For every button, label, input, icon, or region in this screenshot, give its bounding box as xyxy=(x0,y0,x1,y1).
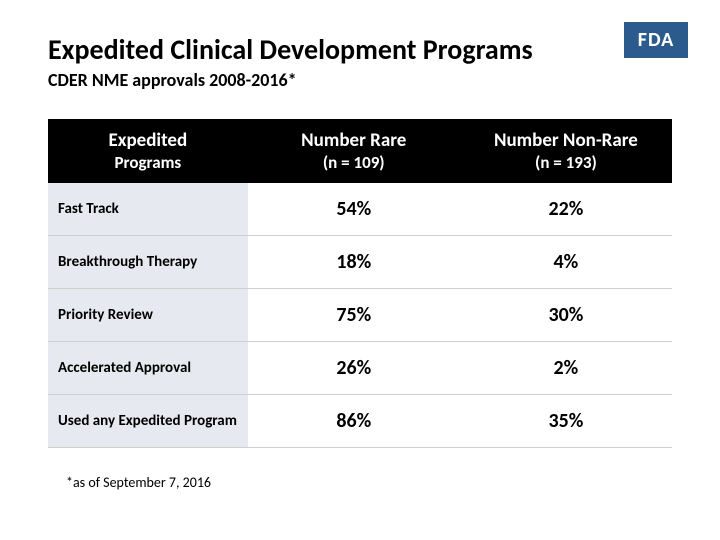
programs-table: Expedited Programs Number Rare (n = 109)… xyxy=(48,119,672,448)
col-header-rare: Number Rare (n = 109) xyxy=(248,119,460,183)
table-row: Fast Track 54% 22% xyxy=(48,183,672,236)
page-subtitle: CDER NME approvals 2008-2016* xyxy=(48,69,672,91)
table-row: Accelerated Approval 26% 2% xyxy=(48,342,672,395)
table-row: Breakthrough Therapy 18% 4% xyxy=(48,236,672,289)
row-nonrare: 22% xyxy=(460,183,672,236)
row-label: Accelerated Approval xyxy=(48,342,248,395)
row-rare: 54% xyxy=(248,183,460,236)
row-label: Breakthrough Therapy xyxy=(48,236,248,289)
row-rare: 26% xyxy=(248,342,460,395)
col-header-programs: Expedited Programs xyxy=(48,119,248,183)
row-label: Priority Review xyxy=(48,289,248,342)
row-rare: 86% xyxy=(248,395,460,448)
row-rare: 18% xyxy=(248,236,460,289)
footnote: *as of September 7, 2016 xyxy=(48,474,672,491)
row-rare: 75% xyxy=(248,289,460,342)
row-nonrare: 30% xyxy=(460,289,672,342)
row-nonrare: 2% xyxy=(460,342,672,395)
row-nonrare: 4% xyxy=(460,236,672,289)
row-label: Fast Track xyxy=(48,183,248,236)
row-label: Used any Expedited Program xyxy=(48,395,248,448)
row-nonrare: 35% xyxy=(460,395,672,448)
table-row: Used any Expedited Program 86% 35% xyxy=(48,395,672,448)
table-row: Priority Review 75% 30% xyxy=(48,289,672,342)
col-header-nonrare: Number Non-Rare (n = 193) xyxy=(460,119,672,183)
page-title: Expedited Clinical Development Programs xyxy=(48,32,672,67)
fda-logo: FDA xyxy=(624,22,688,58)
